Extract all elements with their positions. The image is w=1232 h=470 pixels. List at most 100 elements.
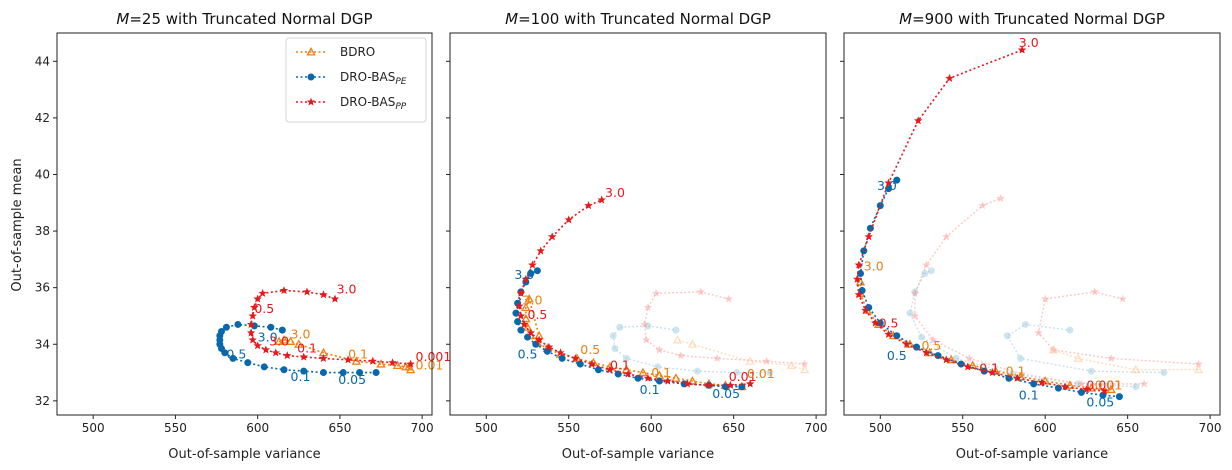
series-point-pp xyxy=(330,294,340,303)
series-point-pp xyxy=(988,368,997,377)
faded-series-point xyxy=(1160,369,1168,377)
series-point-pp xyxy=(544,342,554,351)
point-annotation: 0.5 xyxy=(580,342,600,357)
faded-series-line xyxy=(909,270,1136,388)
series-point-bdro xyxy=(376,359,386,368)
series-point-pp xyxy=(388,358,397,367)
x-tick-label: 550 xyxy=(951,421,974,435)
axes-frame xyxy=(56,32,433,416)
legend-marker-pe xyxy=(307,73,315,81)
faded-series-point xyxy=(918,333,926,341)
faded-series-point xyxy=(655,345,664,354)
series-point-bdro xyxy=(285,336,296,345)
x-axis-label: Out-of-sample variance xyxy=(168,447,320,462)
series-point-pp xyxy=(571,354,580,362)
point-annotation: 3.0 xyxy=(291,327,311,342)
series-point-pp xyxy=(726,380,735,389)
faded-series-line xyxy=(643,291,805,365)
faded-series-point xyxy=(745,356,755,365)
series-point-pp xyxy=(548,232,557,241)
series-point-pp xyxy=(605,365,615,374)
x-tick-label: 600 xyxy=(640,421,663,435)
series-point-pe xyxy=(280,366,288,374)
series-point-pp xyxy=(319,290,328,299)
series-point-pp xyxy=(853,274,862,283)
point-annotation: 0.5 xyxy=(887,348,907,363)
series-point-pe xyxy=(957,360,965,368)
series-point-pe xyxy=(858,286,866,294)
point-annotation: 0.1 xyxy=(1006,363,1026,378)
faded-series-point xyxy=(616,323,624,331)
series-point-pp xyxy=(884,178,893,187)
series-point-pp xyxy=(516,288,526,297)
point-annotation: 0.1 xyxy=(979,361,999,376)
series-point-pp xyxy=(884,330,893,338)
faded-series-point xyxy=(1066,326,1074,334)
series-point-pp xyxy=(253,294,262,303)
series-point-bdro xyxy=(294,339,304,348)
faded-series-point xyxy=(965,354,974,362)
series-point-pp xyxy=(261,345,271,354)
point-annotation: 0.5 xyxy=(879,315,899,330)
chart-title: M=900 with Truncated Normal DGP xyxy=(899,10,1165,28)
legend-label-pp: DRO-BASPP xyxy=(340,95,407,112)
series-point-pp xyxy=(520,320,529,329)
x-axis-label: Out-of-sample variance xyxy=(956,447,1108,462)
series-point-pp xyxy=(302,287,312,296)
axes-frame xyxy=(449,32,827,416)
title-variable: M xyxy=(899,10,912,28)
faded-series-point xyxy=(1132,383,1140,391)
series-point-pe xyxy=(517,326,525,334)
point-annotation: 0.1 xyxy=(297,341,317,356)
series-point-pp xyxy=(704,380,714,389)
series-point-pp xyxy=(536,246,545,255)
series-point-pp xyxy=(902,339,911,348)
series-point-pe xyxy=(913,343,921,351)
point-annotation: 0.5 xyxy=(518,346,538,361)
series-point-pe xyxy=(278,326,286,334)
series-point-pp xyxy=(319,354,328,362)
faded-series-point xyxy=(766,369,774,377)
series-point-bdro xyxy=(521,302,531,312)
faded-series-point xyxy=(693,367,701,375)
faded-series-point xyxy=(910,288,920,297)
faded-series-point xyxy=(1003,332,1011,340)
faded-series-point xyxy=(978,201,987,210)
legend-label-pe: DRO-BASPE xyxy=(340,70,407,87)
faded-series-point xyxy=(1118,294,1127,303)
axes-frame xyxy=(843,32,1221,416)
point-annotation: 0.01 xyxy=(1095,378,1123,393)
point-annotation: 0.05 xyxy=(712,386,740,401)
faded-series-point xyxy=(1139,379,1149,388)
faded-series-point xyxy=(910,311,920,320)
plot-area xyxy=(512,195,810,391)
x-tick-label: 500 xyxy=(869,421,892,435)
series-point-pp xyxy=(271,348,280,357)
chart-title: M=25 with Truncated Normal DGP xyxy=(116,10,372,28)
title-variable: M xyxy=(116,10,129,28)
series-point-bdro xyxy=(671,373,681,382)
series-point-pp xyxy=(526,328,535,337)
series-point-pp xyxy=(963,362,972,371)
faded-series-point xyxy=(642,335,651,344)
series-point-pe xyxy=(356,369,364,377)
faded-series-line xyxy=(1006,323,1164,374)
series-point-pp xyxy=(745,379,755,388)
point-annotation: 0.5 xyxy=(528,307,548,322)
faded-series-point xyxy=(1193,364,1204,374)
series-point-pp xyxy=(587,359,596,368)
series-point-pe xyxy=(300,367,308,375)
point-annotation: 0.05 xyxy=(338,372,366,387)
series-point-pp xyxy=(528,260,537,269)
point-annotation: 3.0 xyxy=(258,329,278,344)
series-point-pe xyxy=(893,176,901,184)
y-tick-label: 44 xyxy=(35,54,50,68)
series-point-pp xyxy=(246,328,256,337)
point-annotation: 0.5 xyxy=(254,301,274,316)
series-point-pp xyxy=(1082,385,1091,394)
series-point-pe xyxy=(514,318,522,326)
faded-series-point xyxy=(609,332,617,340)
point-annotation: 0.1 xyxy=(651,365,671,380)
series-point-pp xyxy=(534,335,544,344)
faded-series-point xyxy=(654,363,662,371)
